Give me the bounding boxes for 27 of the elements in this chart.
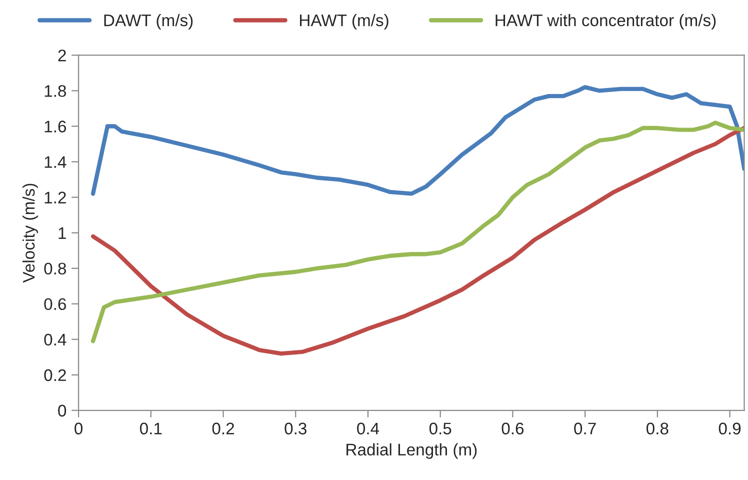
y-tick-label: 1: [58, 227, 66, 239]
y-axis-title: Velocity (m/s): [22, 184, 38, 283]
y-tick-label: 0.4: [44, 334, 66, 346]
x-axis-title: Radial Length (m): [346, 443, 477, 459]
x-tick-label: 0.2: [212, 422, 234, 434]
x-tick-label: 0.1: [140, 422, 162, 434]
x-tick-label: 0.7: [574, 422, 596, 434]
legend-label: HAWT (m/s): [300, 14, 388, 30]
y-tick-label: 0.8: [44, 262, 66, 275]
y-tick-label: 1.8: [44, 85, 66, 97]
y-tick-label: 1.6: [44, 120, 66, 132]
y-tick-label: 2: [58, 50, 66, 62]
y-tick-label: 1.4: [44, 156, 66, 168]
legend-label: DAWT (m/s): [104, 14, 193, 30]
y-tick-label: 0.2: [44, 369, 66, 382]
y-tick-label: 1.2: [44, 192, 66, 204]
y-tick-label: 0: [58, 404, 66, 417]
line-series: [90, 85, 744, 196]
x-tick-label: 0.9: [718, 422, 741, 434]
x-tick-label: 0.4: [357, 422, 380, 434]
x-tick-label: 0.8: [646, 422, 668, 434]
x-tick-label: 0.5: [429, 422, 452, 434]
y-tick-label: 0.6: [44, 298, 66, 310]
x-tick-label: 0: [74, 422, 83, 434]
x-tick-label: 0.3: [284, 422, 306, 434]
x-tick-label: 0.6: [502, 422, 524, 434]
legend-label: HAWT with concentrator (m/s): [496, 14, 716, 30]
